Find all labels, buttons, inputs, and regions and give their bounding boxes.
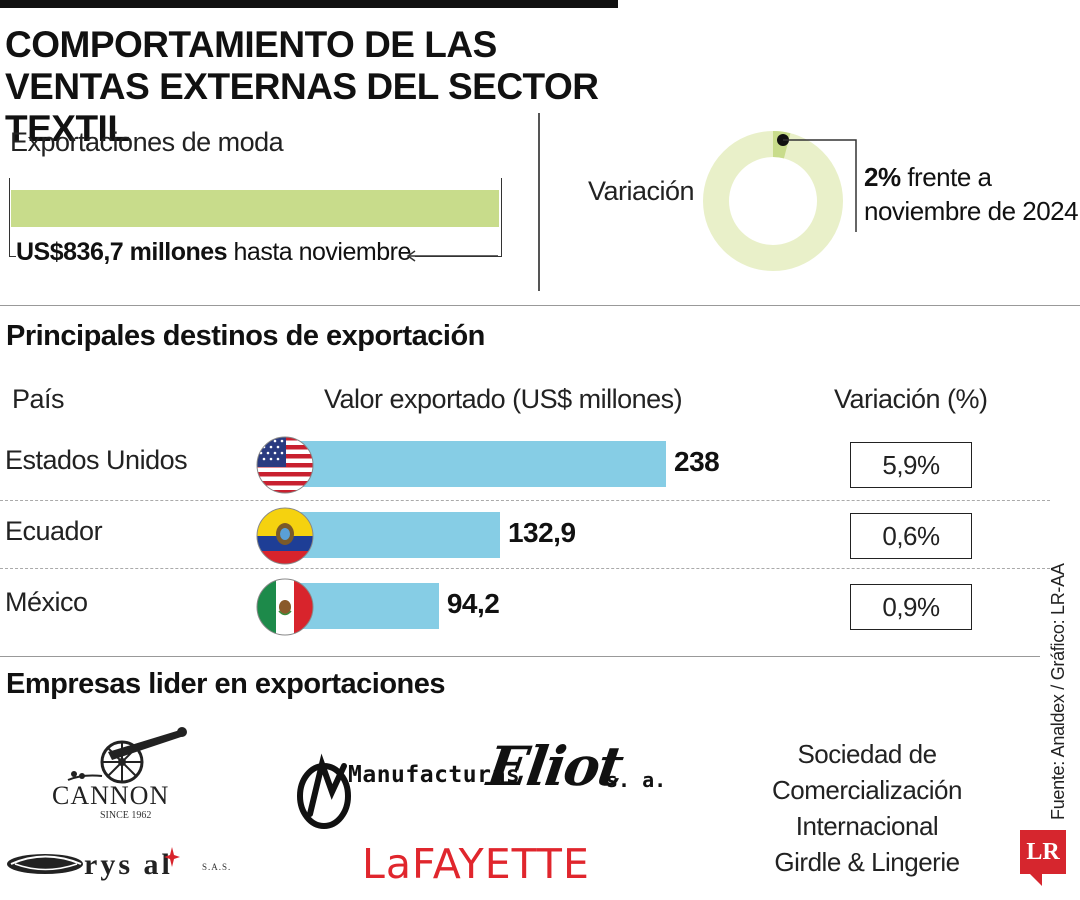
ecuador-flag-icon — [256, 507, 314, 565]
variation-pct-rest: frente a — [907, 162, 992, 192]
crystal-sas: S.A.S. — [202, 862, 232, 872]
variation-label: Variación — [588, 176, 695, 206]
crystal-logo-text: rys al — [84, 848, 173, 881]
crystal-star-icon — [164, 847, 180, 867]
divider-top — [0, 305, 1080, 306]
variation-box: 5,9% — [850, 442, 972, 488]
country-label: Ecuador — [5, 516, 103, 546]
divider-vertical — [538, 113, 540, 291]
variation-donut — [703, 131, 857, 271]
exports-caption: US$836,7 millones hasta noviembre — [16, 238, 415, 267]
value-bar — [290, 441, 666, 487]
page-title: COMPORTAMIENTO DE LAS VENTAS EXTERNAS DE… — [5, 24, 599, 149]
value-label: 238 — [674, 446, 720, 477]
destinations-title: Principales destinos de exportación — [6, 320, 485, 352]
exports-bar — [11, 190, 499, 227]
col-country: País — [12, 384, 65, 414]
source-note: Fuente: Analdex / Gráfico: LR-AA — [1048, 563, 1070, 820]
exports-label: Exportaciones de moda — [10, 127, 284, 157]
row-divider — [0, 568, 1050, 569]
eliot-sa: s. a. — [606, 768, 667, 792]
crystal-logo-icon — [7, 854, 83, 874]
lafayette-logo-text: LaFAYETTE — [362, 840, 590, 888]
top-rule — [0, 0, 618, 8]
col-variation: Variación (%) — [834, 384, 988, 414]
exports-value-rest: hasta noviembre — [233, 238, 412, 266]
variation-box: 0,9% — [850, 584, 972, 630]
value-label: 132,9 — [507, 517, 576, 548]
companies-title: Empresas lider en exportaciones — [6, 668, 446, 700]
mexico-flag-icon — [256, 578, 314, 636]
manufacturas-text: Manufacturas — [348, 762, 521, 788]
eliot-text: Eliot — [483, 734, 626, 798]
divider-bottom — [0, 656, 1040, 657]
girdle-company: Sociedad de Comercialización Internacion… — [772, 739, 962, 877]
col-value: Valor exportado (US$ millones) — [324, 384, 683, 414]
variation-box: 0,6% — [850, 513, 972, 559]
manufacturas-emblem-icon — [297, 753, 351, 829]
exports-arrow-icon — [406, 250, 498, 262]
lr-brand-logo: LR — [1020, 830, 1066, 874]
variation-pct: 2% — [864, 162, 901, 192]
country-label: Estados Unidos — [5, 445, 188, 475]
donut-leader-line — [783, 139, 857, 232]
cannon-logo-icon — [67, 727, 187, 784]
donut-ring — [703, 131, 843, 271]
row-divider — [0, 500, 1050, 501]
cannon-logo-text: CANNON — [52, 781, 170, 810]
source-text: Fuente: Analdex / Gráfico: LR-AA — [1048, 563, 1068, 820]
cannon-since: SINCE 1962 — [100, 810, 152, 821]
value-bar — [290, 583, 439, 629]
variation-text: 2% frente a noviembre de 2024 — [864, 160, 1079, 228]
value-bar — [290, 512, 500, 558]
usa-flag-icon — [256, 436, 314, 494]
lr-brand-tail — [1030, 874, 1042, 886]
value-label: 94,2 — [446, 588, 500, 619]
exports-value: US$836,7 millones — [16, 238, 228, 266]
country-label: México — [5, 587, 88, 617]
variation-line2: noviembre de 2024 — [864, 196, 1079, 226]
